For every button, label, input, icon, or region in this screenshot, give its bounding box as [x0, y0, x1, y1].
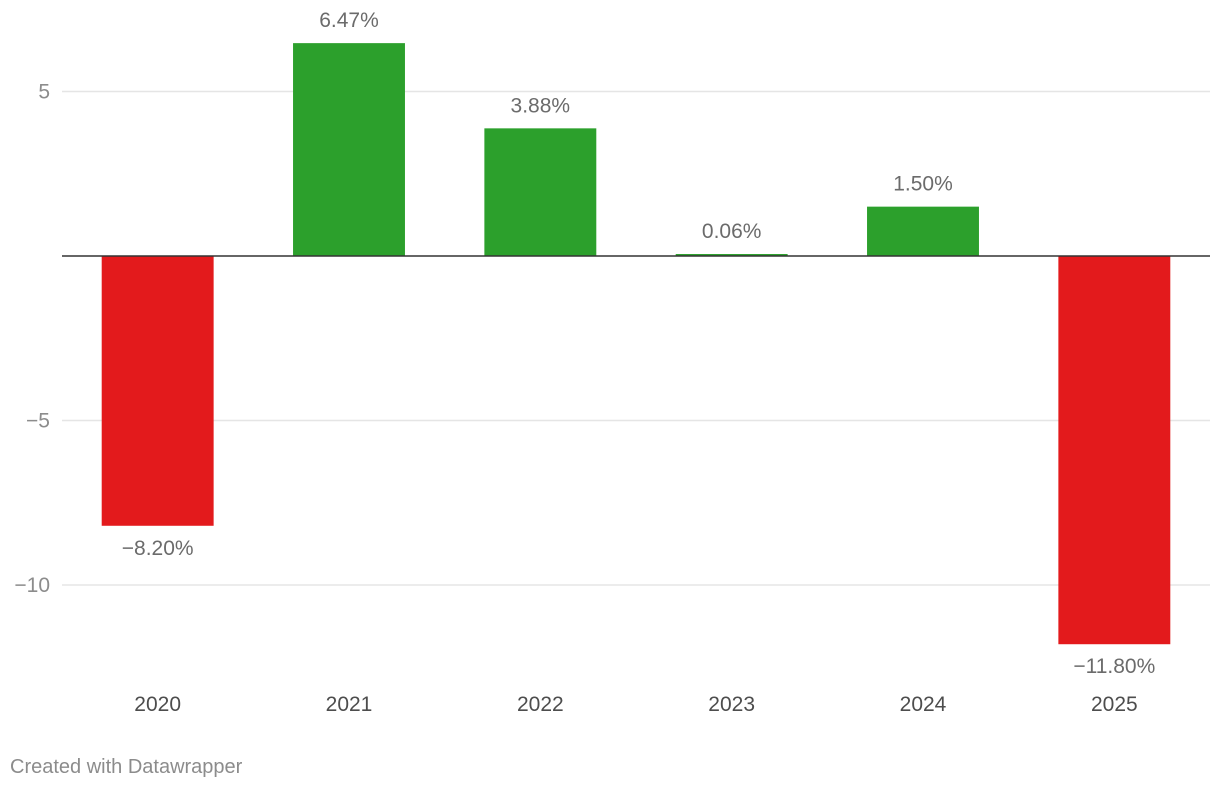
- x-tick-label-2020: 2020: [134, 693, 181, 716]
- bar-2023: [675, 254, 788, 256]
- bar-2021: [293, 43, 405, 257]
- value-label-2025: −11.80%: [1073, 655, 1155, 678]
- y-tick-label: −10: [14, 574, 50, 597]
- x-tick-label-2021: 2021: [326, 693, 373, 716]
- bar-2024: [867, 206, 979, 256]
- value-labels: −8.20% 6.47% 3.88% 0.06% 1.50% −11.80%: [122, 9, 1156, 678]
- bar-2020: [101, 256, 214, 526]
- footer-credit: Created with Datawrapper: [10, 756, 243, 778]
- value-label-2022: 3.88%: [511, 94, 571, 117]
- x-tick-label-2023: 2023: [708, 693, 755, 716]
- value-label-2021: 6.47%: [319, 9, 379, 32]
- value-label-2024: 1.50%: [893, 173, 953, 196]
- x-tick-label-2022: 2022: [517, 693, 564, 716]
- bar-2022: [484, 128, 597, 256]
- x-tick-label-2024: 2024: [900, 693, 947, 716]
- y-axis-ticks: 5 −5 −10: [14, 81, 50, 598]
- value-label-2023: 0.06%: [702, 220, 762, 243]
- gridlines: [62, 90, 1210, 586]
- x-axis-labels: 2020 2021 2022 2023 2024 2025: [134, 693, 1137, 716]
- bar-2025: [1058, 256, 1171, 645]
- y-tick-label: −5: [26, 410, 50, 433]
- bars: [101, 43, 1171, 645]
- value-label-2020: −8.20%: [122, 537, 194, 560]
- y-tick-label: 5: [38, 81, 50, 104]
- x-tick-label-2025: 2025: [1091, 693, 1138, 716]
